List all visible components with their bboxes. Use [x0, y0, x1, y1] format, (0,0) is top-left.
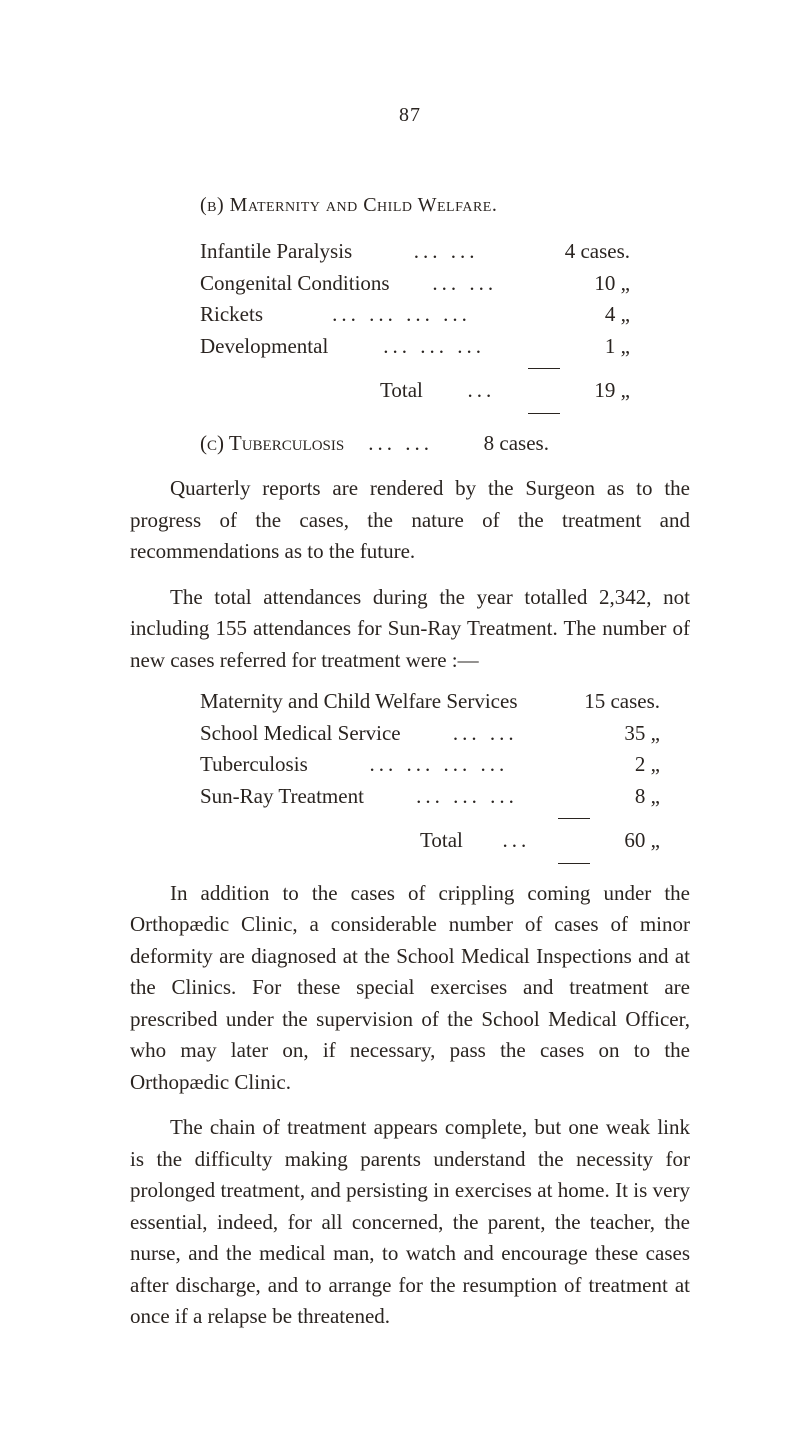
section-b-list: Infantile Paralysis ... ... 4 cases. Con… [200, 236, 690, 362]
total-dots: ... [497, 825, 537, 857]
row-dots: ... ... ... ... [364, 749, 515, 781]
row-label: Rickets [200, 299, 263, 331]
section-c-heading: (c) Tuberculosis [200, 428, 344, 460]
rule [528, 368, 560, 369]
rule [528, 413, 560, 414]
paragraph: Quarterly reports are rendered by the Su… [130, 473, 690, 568]
section-c-row: (c) Tuberculosis ... ... 8 cases. [200, 428, 630, 460]
list-row: School Medical Service ... ... 35 „ [200, 718, 660, 750]
row-value: 2 „ [570, 749, 660, 781]
page-number: 87 [130, 100, 690, 130]
rule [558, 818, 590, 819]
row-value: 10 „ [540, 268, 630, 300]
row-value: 4 „ [540, 299, 630, 331]
section-b-heading: (b) Maternity and Child Welfare. [200, 190, 690, 220]
row-label: Sun-Ray Treatment [200, 781, 364, 813]
row-value: 1 „ [540, 331, 630, 363]
row-dots: ... ... ... [377, 331, 491, 363]
services-total: Total ... 60 „ [200, 825, 660, 857]
row-value: 35 „ [570, 718, 660, 750]
row-label: Maternity and Child Welfare Services [200, 686, 518, 718]
list-row: Congenital Conditions ... ... 10 „ [200, 268, 630, 300]
list-row: Sun-Ray Treatment ... ... ... 8 „ [200, 781, 660, 813]
total-value: 19 „ [540, 375, 630, 407]
total-value: 60 „ [570, 825, 660, 857]
paragraph: The total attendances during the year to… [130, 582, 690, 677]
paragraph: In addition to the cases of crippling co… [130, 878, 690, 1099]
list-row: Maternity and Child Welfare Services 15 … [200, 686, 660, 718]
section-b-total: Total ... 19 „ [200, 375, 630, 407]
row-dots: ... ... ... ... [326, 299, 477, 331]
row-label: Infantile Paralysis [200, 236, 352, 268]
row-value: 15 cases. [570, 686, 660, 718]
page: 87 (b) Maternity and Child Welfare. Infa… [0, 0, 800, 1444]
list-row: Developmental ... ... ... 1 „ [200, 331, 630, 363]
row-label: Developmental [200, 331, 328, 363]
row-dots: ... ... [426, 268, 503, 300]
section-c-dots: ... ... [362, 428, 439, 460]
list-row: Tuberculosis ... ... ... ... 2 „ [200, 749, 660, 781]
list-row: Infantile Paralysis ... ... 4 cases. [200, 236, 630, 268]
rule [558, 863, 590, 864]
row-dots: ... ... [408, 236, 485, 268]
row-label: Tuberculosis [200, 749, 308, 781]
paragraph: The chain of treatment appears complete,… [130, 1112, 690, 1333]
total-dots: ... [462, 375, 502, 407]
row-dots: ... ... [447, 718, 524, 750]
section-c-value: 8 cases. [459, 428, 549, 460]
row-value: 8 „ [570, 781, 660, 813]
row-value: 4 cases. [540, 236, 630, 268]
list-row: Rickets ... ... ... ... 4 „ [200, 299, 630, 331]
row-label: School Medical Service [200, 718, 401, 750]
row-label: Congenital Conditions [200, 268, 390, 300]
total-label: Total [380, 375, 423, 407]
row-dots: ... ... ... [410, 781, 524, 813]
services-list: Maternity and Child Welfare Services 15 … [200, 686, 690, 812]
total-label: Total [420, 825, 463, 857]
